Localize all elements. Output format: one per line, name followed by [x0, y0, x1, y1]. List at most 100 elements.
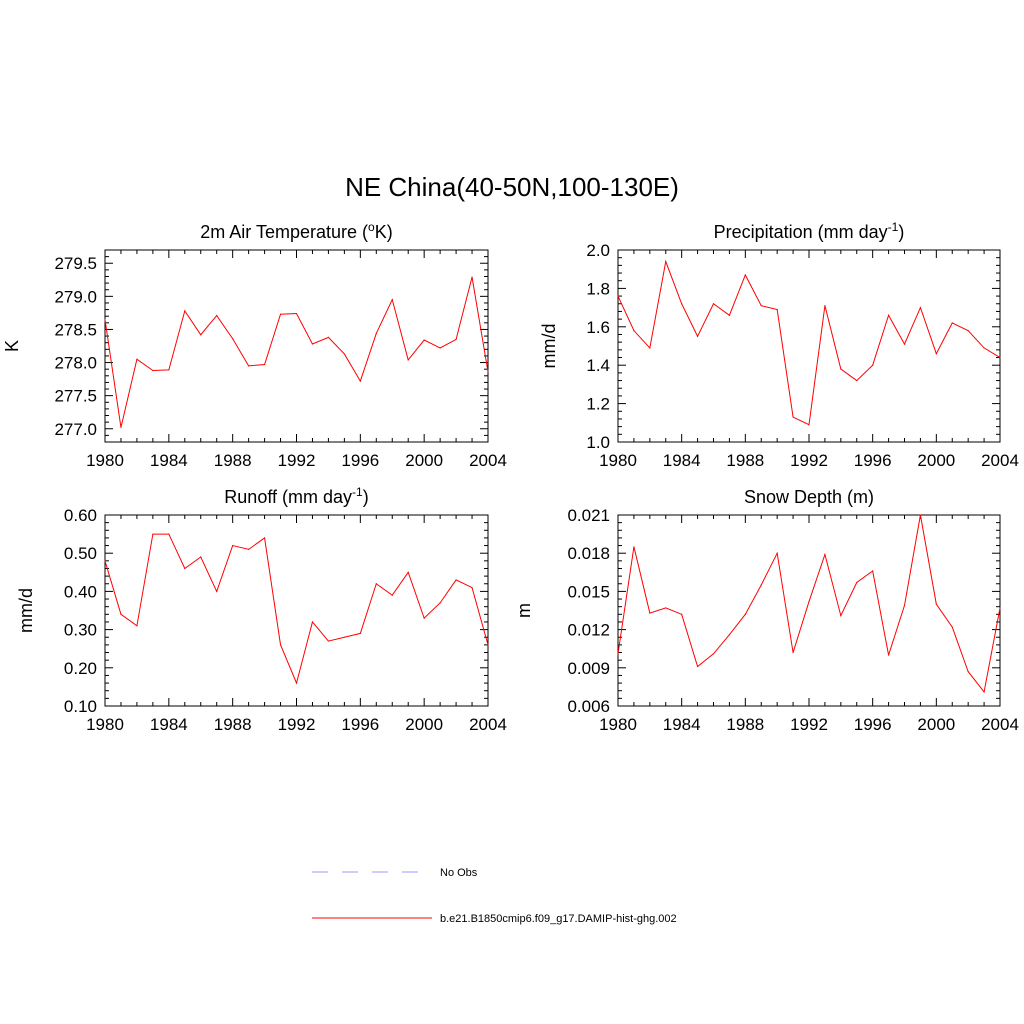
y-tick-label: 1.4: [586, 356, 610, 375]
panel-snow: Snow Depth (m) 1980 1984 1988 1992 1996 2000 20…: [514, 487, 1019, 734]
x-tick-label: 2004: [469, 715, 507, 734]
data-point-runoff: [263, 537, 266, 539]
x-tick-label: 1984: [150, 451, 188, 470]
data-point-temp: [423, 339, 425, 341]
panel-title-snow: Snow Depth (m): [744, 487, 874, 507]
data-point-temp: [232, 338, 234, 340]
figure-title: NE China(40-50N,100-130E): [345, 172, 679, 202]
data-point-temp: [248, 365, 250, 367]
data-point-runoff: [152, 533, 154, 535]
x-tick-label: 1988: [726, 451, 764, 470]
data-point-runoff: [407, 571, 409, 573]
y-tick-label: 0.015: [567, 582, 610, 601]
y-tick-label: 0.018: [567, 544, 610, 563]
data-point-snow: [840, 614, 842, 617]
data-point-runoff: [343, 636, 345, 638]
data-point-runoff: [295, 682, 298, 684]
y-tick-label: 279.5: [54, 254, 97, 273]
data-point-snow: [681, 613, 683, 615]
x-tick-label: 2000: [405, 715, 443, 734]
data-point-precip: [792, 416, 794, 418]
data-point-temp: [375, 332, 377, 335]
legend-label: No Obs: [440, 867, 478, 879]
y-tick-label: 1.0: [586, 433, 610, 452]
data-point-runoff: [311, 621, 314, 623]
data-point-temp: [136, 358, 138, 360]
x-tick-label: 1988: [214, 715, 252, 734]
y-tick-label: 278.5: [54, 320, 97, 339]
x-tick-label: 1992: [790, 715, 828, 734]
data-point-snow: [617, 653, 619, 655]
y-tick-label: 279.0: [54, 287, 97, 306]
data-point-runoff: [232, 544, 234, 547]
chart-panels: 2m Air Temperature (oK) 1980 1984 1988 1992 1…: [2, 220, 1019, 734]
x-tick-label: 1992: [790, 451, 828, 470]
x-tick-label: 1980: [86, 451, 124, 470]
data-point-temp: [152, 369, 154, 372]
data-point-precip: [824, 305, 826, 307]
data-point-temp: [487, 371, 489, 373]
x-tick-label: 2004: [981, 451, 1019, 470]
panel-title-runoff: Runoff (mm day-1): [224, 485, 368, 507]
data-point-snow: [744, 613, 746, 615]
data-point-temp: [327, 336, 330, 338]
data-point-runoff: [168, 533, 170, 535]
data-point-precip: [633, 330, 635, 332]
data-point-snow: [919, 514, 922, 516]
y-tick-label: 0.021: [567, 506, 610, 525]
data-point-runoff: [279, 644, 282, 646]
data-point-precip: [696, 335, 699, 337]
y-tick-label: 1.8: [586, 279, 610, 298]
y-tick-label: 0.40: [64, 582, 97, 601]
data-point-temp: [279, 313, 282, 315]
data-point-snow: [967, 671, 969, 673]
data-point-precip: [983, 347, 985, 349]
y-tick-label: 1.6: [586, 318, 610, 337]
data-point-snow: [792, 651, 794, 654]
data-point-runoff: [359, 632, 361, 635]
panel-title-temp: 2m Air Temperature (oK): [200, 220, 392, 242]
y-tick-label: 0.30: [64, 621, 97, 640]
x-tick-label: 1980: [599, 451, 637, 470]
data-point-runoff: [120, 613, 122, 615]
data-point-precip: [887, 314, 890, 316]
panel-temp: 2m Air Temperature (oK) 1980 1984 1988 1992 1…: [2, 220, 507, 470]
data-point-temp: [168, 369, 170, 371]
data-point-runoff: [200, 556, 202, 558]
x-tick-label: 1984: [150, 715, 188, 734]
data-point-snow: [712, 653, 715, 655]
x-tick-label: 1996: [341, 451, 379, 470]
data-point-precip: [903, 343, 906, 345]
x-tick-label: 2000: [917, 451, 955, 470]
data-point-runoff: [104, 560, 106, 562]
data-point-snow: [824, 553, 826, 556]
data-point-snow: [665, 607, 667, 609]
panel-title-precip: Precipitation (mm day-1): [714, 220, 905, 242]
x-tick-label: 2000: [917, 715, 955, 734]
data-point-temp: [200, 334, 202, 336]
data-point-temp: [391, 299, 393, 301]
x-tick-label: 1980: [86, 715, 124, 734]
data-point-precip: [665, 260, 667, 263]
data-point-snow: [696, 665, 699, 668]
data-point-precip: [808, 424, 810, 426]
data-point-temp: [407, 359, 409, 361]
y-axis-label-runoff: mm/d: [16, 588, 36, 633]
data-point-precip: [872, 364, 874, 366]
data-point-snow: [760, 584, 762, 586]
data-point-temp: [295, 312, 298, 315]
data-point-precip: [712, 303, 715, 305]
x-tick-label: 1996: [854, 715, 892, 734]
legend: No Obs b.e21.B1850cmip6.f09_g17.DAMIP-his…: [312, 867, 677, 925]
data-point-temp: [216, 314, 218, 317]
data-point-snow: [728, 634, 731, 636]
data-point-snow: [633, 546, 635, 548]
data-point-snow: [856, 581, 858, 584]
y-tick-label: 277.5: [54, 387, 97, 406]
data-point-precip: [951, 322, 953, 324]
data-point-precip: [744, 274, 746, 276]
data-point-temp: [184, 310, 186, 312]
data-point-snow: [903, 604, 906, 607]
x-tick-label: 1984: [663, 715, 701, 734]
